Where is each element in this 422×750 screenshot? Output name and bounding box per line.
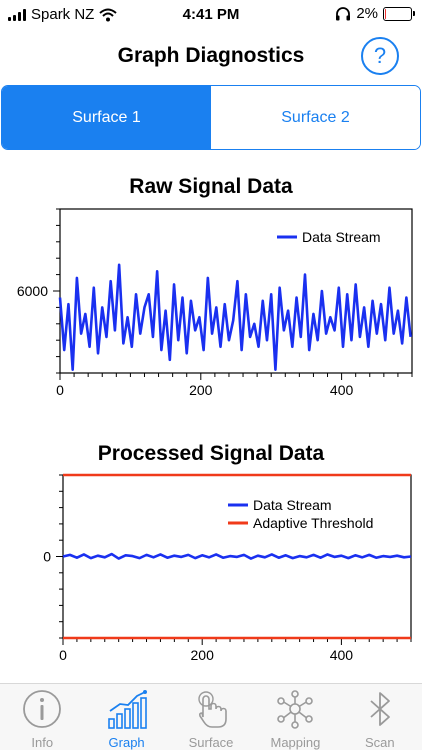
status-left: Spark NZ — [8, 6, 118, 23]
y-tick-label: 0 — [43, 549, 51, 565]
tab-graph[interactable]: Graph — [84, 684, 168, 750]
x-tick-label: 400 — [330, 647, 354, 663]
x-tick-label: 400 — [330, 382, 354, 398]
x-tick-label: 200 — [191, 647, 215, 663]
tab-surface-label: Surface — [188, 735, 234, 750]
tab-scan[interactable]: Scan — [338, 684, 422, 750]
page-title: Graph Diagnostics — [117, 44, 305, 67]
series-line — [58, 263, 412, 372]
legend-label: Data Stream — [302, 229, 381, 245]
raw-signal-chart: Raw Signal Data 0 200 400 6000 Data Stream — [0, 170, 422, 410]
processed-signal-plot: 0 200 400 0 Data Stream Adaptive Threshold — [43, 473, 412, 663]
headphones-icon — [336, 6, 351, 20]
segment-surface-2[interactable]: Surface 2 — [211, 86, 420, 149]
legend-label: Data Stream — [253, 497, 332, 513]
carrier-name: Spark NZ — [31, 6, 95, 23]
battery-icon — [383, 6, 415, 21]
tab-info-label: Info — [31, 735, 54, 750]
processed-signal-chart: Processed Signal Data 0 200 400 0 Data Strea… — [0, 438, 422, 683]
mapping-icon — [273, 688, 317, 730]
x-tick-label: 200 — [189, 382, 213, 398]
raw-signal-plot: 0 200 400 6000 Data Stream — [17, 208, 413, 398]
battery-percent: 2% — [356, 5, 378, 22]
graph-icon — [105, 688, 149, 730]
x-tick-label: 0 — [59, 647, 67, 663]
legend-label: Adaptive Threshold — [253, 515, 373, 531]
y-tick-label: 6000 — [17, 283, 48, 299]
tab-scan-label: Scan — [365, 735, 395, 750]
raw-chart-title: Raw Signal Data — [129, 175, 293, 198]
tab-surface[interactable]: Surface — [169, 684, 253, 750]
tab-mapping[interactable]: Mapping — [253, 684, 337, 750]
battery-level — [385, 8, 386, 19]
tab-graph-label: Graph — [108, 735, 145, 750]
tab-mapping-label: Mapping — [270, 735, 321, 750]
status-right: 2% — [335, 5, 415, 22]
touch-icon — [189, 688, 233, 730]
wifi-icon — [99, 8, 118, 21]
processed-chart-title: Processed Signal Data — [97, 442, 325, 465]
status-time: 4:41 PM — [182, 6, 240, 23]
help-icon: ? — [373, 43, 387, 68]
signal-icon — [8, 8, 26, 21]
tab-info[interactable]: Info — [0, 684, 84, 750]
surface-segmented-control: Surface 1 Surface 2 — [1, 85, 421, 150]
tab-bar: Info Graph Surface — [0, 683, 422, 750]
info-icon — [20, 688, 64, 730]
segment-surface-1[interactable]: Surface 1 — [2, 86, 211, 149]
bluetooth-icon — [358, 688, 402, 730]
x-tick-label: 0 — [56, 382, 64, 398]
status-bar: Spark NZ 4:41 PM 2% — [0, 0, 422, 30]
series-line — [62, 552, 412, 560]
help-button[interactable]: ? — [361, 37, 399, 75]
